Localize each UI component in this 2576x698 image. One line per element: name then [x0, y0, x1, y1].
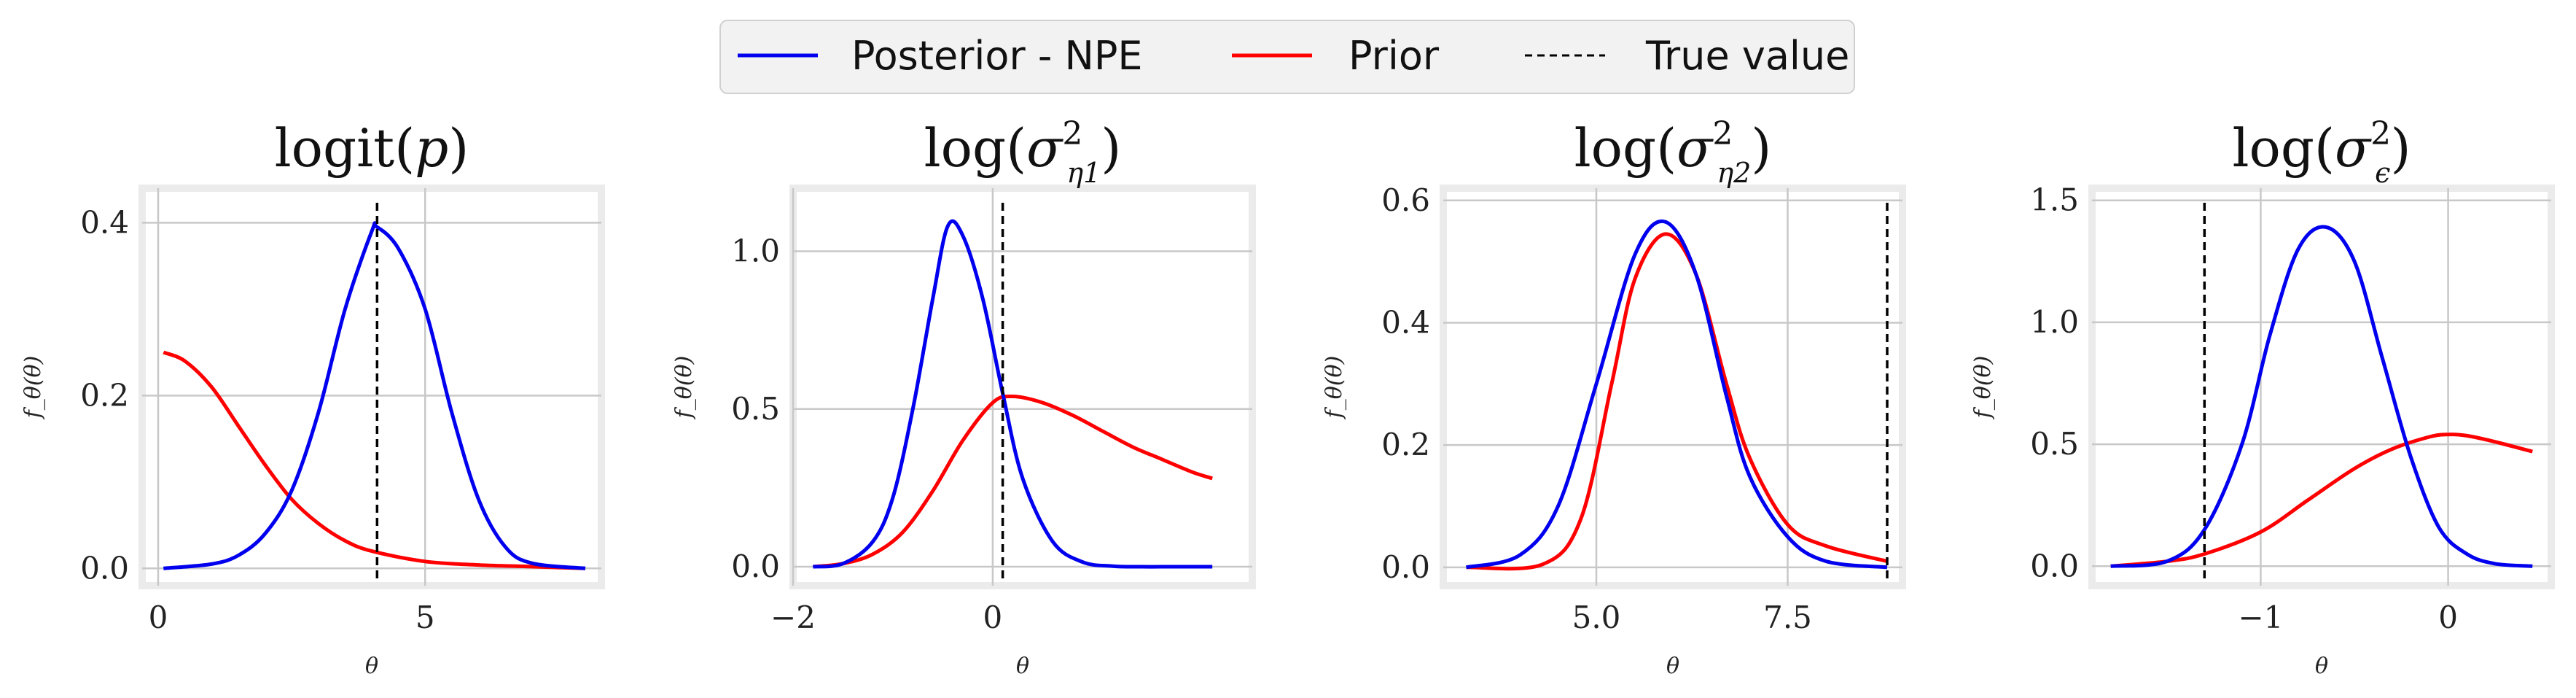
- legend-label-prior: Prior: [1349, 33, 1440, 79]
- subplot-title: logit(p): [275, 117, 469, 179]
- subplot-title: log(σ2 ϵ): [2232, 115, 2411, 189]
- prior-line: [2110, 433, 2533, 568]
- subplot-2: 0.0 0.5 1.0 −2 0θ f_θ(θ) log(σ2 η1): [671, 115, 1256, 679]
- x-tick-label: 0: [983, 600, 1003, 635]
- y-tick-label: 1.0: [731, 233, 780, 269]
- y-axis-label: f_θ(θ): [1970, 356, 1996, 420]
- y-axis-label: f_θ(θ): [671, 356, 697, 420]
- x-axis-label: θ: [1016, 654, 1029, 679]
- y-tick-label: 0.4: [80, 204, 129, 240]
- legend-item-true-value: True value: [1525, 33, 1849, 79]
- x-axis-label: θ: [365, 654, 378, 679]
- y-tick-label: 0.4: [1381, 304, 1430, 340]
- y-tick-label: 0.0: [80, 550, 129, 586]
- x-tick-label: 7.5: [1763, 600, 1812, 635]
- plot-frame: [789, 185, 1256, 589]
- plot-area: [1465, 203, 1889, 581]
- subplot-3: 0.0 0.2 0.4 0.6 5.0 7.5 θ f_θ(θ) log(σ2 η2): [1322, 115, 1906, 679]
- y-tick-label: 0.2: [1381, 427, 1430, 462]
- posterior-line: [2110, 225, 2533, 568]
- prior-line: [813, 394, 1213, 569]
- prior-line: [1466, 232, 1888, 571]
- subplot-1: 0.0 0.2 0.4 0 5 θ f_θ(θ) logit(p): [20, 117, 605, 679]
- y-tick-label: 1.0: [2030, 304, 2079, 340]
- y-tick-label: 0.0: [731, 548, 780, 584]
- subplots: 0.00.20.40 5θf_θ(θ)logit(p)0.00.51.0−2 0θf…: [20, 115, 2555, 679]
- subplot-title: log(σ2 η2): [1574, 115, 1772, 189]
- posterior-line: [163, 221, 586, 570]
- legend-item-posterior: Posterior - NPE: [738, 33, 1143, 79]
- legend: Posterior - NPE Prior True value: [719, 20, 1855, 94]
- y-tick-label: 0.5: [2030, 426, 2079, 462]
- y-tick-label: 0.0: [2030, 548, 2079, 583]
- prior-line: [163, 350, 586, 570]
- x-tick-label: 5.0: [1572, 600, 1621, 635]
- plot-frame: [1440, 185, 1906, 589]
- legend-label-posterior: Posterior - NPE: [851, 33, 1143, 79]
- y-tick-label: 0.0: [1381, 549, 1430, 585]
- legend-label-true-value: True value: [1645, 33, 1849, 79]
- posterior-line: [813, 219, 1213, 569]
- x-tick-label: −1: [2238, 600, 2283, 635]
- y-axis-label: f_θ(θ): [1322, 356, 1347, 420]
- y-tick-label: 0.5: [731, 391, 780, 427]
- plot-area: [813, 203, 1213, 581]
- x-tick-label: 0: [2438, 600, 2458, 635]
- x-tick-label: 5: [415, 600, 435, 635]
- plot-frame: [138, 185, 605, 589]
- subplot-title: log(σ2 η1): [924, 115, 1122, 189]
- x-tick-label: −2: [770, 600, 816, 635]
- y-tick-label: 0.2: [80, 377, 129, 413]
- x-axis-label: θ: [2315, 654, 2328, 679]
- plot-area: [2110, 203, 2533, 581]
- plot-frame: [2088, 185, 2555, 589]
- posterior-line: [1465, 219, 1888, 570]
- legend-item-prior: Prior: [1232, 33, 1440, 79]
- subplot-4: 0.0 0.5 1.0 1.5 −1 0 θ f_θ(θ) log(σ2 ϵ): [1970, 115, 2555, 679]
- y-tick-label: 1.5: [2030, 182, 2079, 218]
- y-tick-label: 0.6: [1381, 182, 1430, 218]
- x-axis-label: θ: [1666, 654, 1679, 679]
- plot-area: [163, 203, 586, 581]
- x-tick-label: 0: [149, 600, 168, 635]
- y-axis-label: f_θ(θ): [20, 356, 46, 420]
